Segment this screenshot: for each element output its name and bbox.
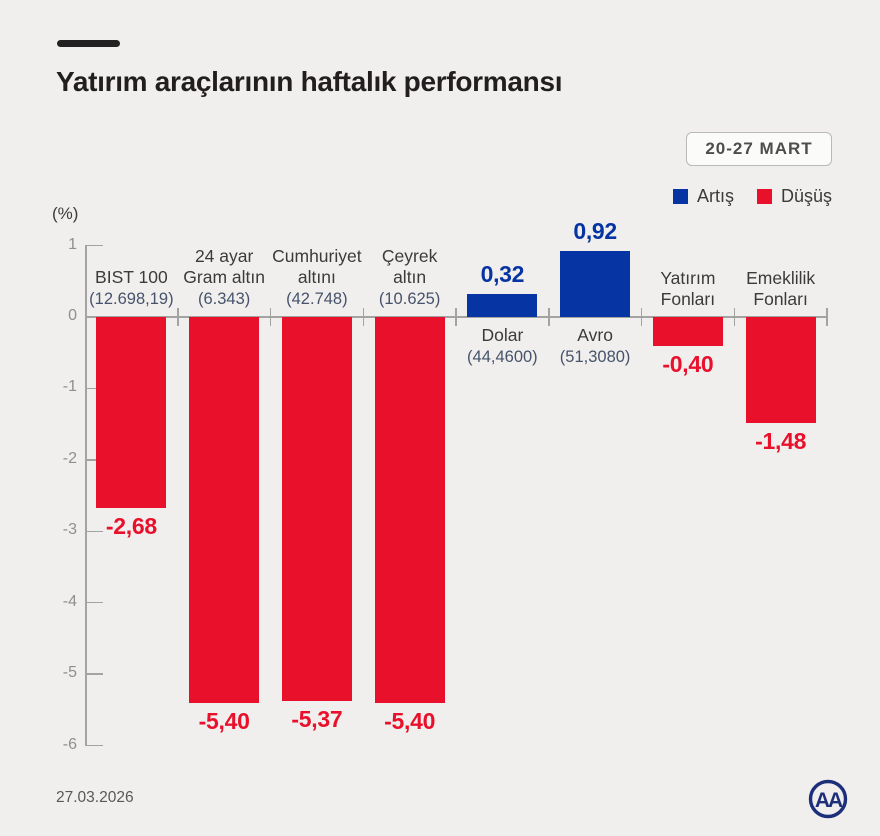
y-tick-label: -1 [62, 378, 77, 396]
category-separator-tick [733, 308, 735, 326]
bar-detail-value: (42.748) [286, 290, 348, 308]
date-range-badge: 20-27 MART [686, 132, 832, 166]
y-tick [85, 459, 103, 461]
y-tick-label: 0 [68, 307, 77, 324]
category-separator-tick [269, 308, 272, 326]
bar-category-name-line: altını [297, 267, 336, 287]
category-separator-tick [826, 308, 828, 326]
bar-category-label: Çeyrek altın (10.625) [348, 246, 472, 310]
legend-down-swatch [756, 188, 772, 204]
bar [281, 317, 352, 701]
category-separator-tick [455, 308, 457, 326]
bar-category-name-line: Avro [577, 325, 613, 345]
bar-category-name-line: Fonları [660, 289, 716, 309]
y-tick-label: -2 [62, 449, 77, 467]
bar-category-name-line: Cumhuriyet [272, 246, 362, 266]
bar-category-label: Emeklilik Fonları [719, 268, 843, 310]
y-tick [85, 387, 103, 390]
y-tick-label: -3 [62, 521, 77, 539]
bar [745, 317, 816, 423]
bar [96, 317, 167, 509]
y-tick [85, 601, 103, 604]
bar-category-name-line: 24 ayar [194, 246, 254, 266]
y-tick [85, 244, 103, 247]
category-separator-tick [177, 308, 179, 326]
y-axis-unit-label: (%) [52, 204, 79, 223]
bar [560, 251, 631, 317]
bar-value-label: -5,37 [291, 705, 343, 732]
category-separator-tick [548, 308, 550, 326]
bar [189, 317, 260, 703]
svg-text:AA: AA [815, 789, 843, 812]
bar-category-name-line: altın [393, 267, 427, 287]
y-axis-line [85, 245, 87, 746]
bar-category-name-line: Emeklilik [746, 268, 816, 288]
bar [467, 294, 538, 317]
bar-value-label: -1,48 [755, 427, 807, 454]
bar-value-label: -0,40 [662, 350, 714, 377]
bar-category-name-line: Çeyrek [381, 246, 438, 266]
footer-date: 27.03.2026 [56, 789, 134, 806]
chart-legend: Artış Düşüş [560, 186, 832, 206]
y-tick [85, 673, 103, 675]
y-tick-label: -4 [62, 592, 77, 610]
legend-up-label: Artış [696, 185, 734, 206]
y-tick [85, 530, 103, 533]
bar-category-name-line: Yatırım [660, 268, 716, 288]
y-tick-label: 1 [68, 235, 77, 253]
page-title: Yatırım araçlarının haftalık performansı [56, 66, 563, 97]
bar-category-label: Avro (51,3080) [533, 325, 657, 368]
bar-detail-value: (10.625) [378, 290, 441, 308]
bar-category-label: 24 ayar Gram altın (6.343) [162, 246, 286, 310]
bar-category-label: Cumhuriyet altını (42.748) [255, 246, 379, 310]
aa-agency-logo-icon: AA [808, 779, 848, 819]
y-tick-label: -5 [62, 664, 77, 682]
legend-up-swatch [672, 188, 688, 204]
bar-category-name-line: Fonları [753, 289, 808, 309]
y-tick-label: -6 [62, 735, 77, 753]
bar-category-label: Dolar (44,4600) [440, 325, 564, 368]
bar-value-label: 0,92 [573, 218, 617, 245]
bar-category-name-line: BIST 100 [95, 267, 168, 287]
bar-value-label: 0,32 [480, 261, 525, 288]
category-separator-tick [640, 308, 643, 326]
legend-down-label: Düşüş [780, 185, 832, 206]
bar-detail-value: (51,3080) [559, 348, 631, 366]
bar [374, 317, 445, 703]
title-accent-dash [57, 40, 120, 47]
category-separator-tick [362, 308, 364, 326]
bar-category-name-line: Dolar [481, 325, 524, 345]
bar-category-name-line: Gram altın [183, 267, 265, 287]
bar-detail-value: (12.698,19) [89, 290, 174, 308]
bar-detail-value: (44,4600) [467, 348, 538, 366]
bar-category-label: Yatırım Fonları [626, 268, 750, 310]
bar-value-label: -5,40 [198, 707, 250, 734]
y-tick [85, 744, 103, 747]
bar-category-label: BIST 100 (12.698,19) [69, 267, 193, 310]
bar-value-label: -5,40 [384, 707, 436, 734]
bar [652, 317, 723, 346]
bar-value-label: -2,68 [105, 513, 157, 540]
bar-detail-value: (6.343) [197, 290, 251, 308]
